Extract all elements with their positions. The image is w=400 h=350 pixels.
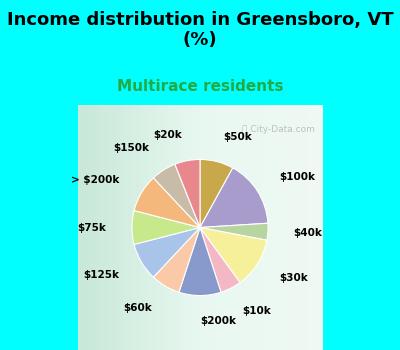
Text: $75k: $75k bbox=[77, 223, 106, 232]
Wedge shape bbox=[200, 228, 240, 292]
Wedge shape bbox=[179, 228, 221, 295]
Text: $50k: $50k bbox=[223, 132, 252, 141]
Wedge shape bbox=[154, 164, 200, 228]
Text: Multirace residents: Multirace residents bbox=[117, 79, 283, 94]
Text: > $200k: > $200k bbox=[71, 175, 119, 185]
Text: $125k: $125k bbox=[83, 270, 119, 280]
Text: $200k: $200k bbox=[200, 316, 236, 327]
Wedge shape bbox=[132, 211, 200, 244]
Wedge shape bbox=[134, 178, 200, 228]
Text: $10k: $10k bbox=[243, 306, 271, 316]
Text: $150k: $150k bbox=[114, 143, 150, 153]
Text: $30k: $30k bbox=[279, 273, 308, 283]
Text: $60k: $60k bbox=[124, 303, 152, 313]
Wedge shape bbox=[200, 160, 233, 228]
Text: $100k: $100k bbox=[279, 172, 315, 182]
Text: ⓘ City-Data.com: ⓘ City-Data.com bbox=[242, 125, 315, 134]
Text: $40k: $40k bbox=[294, 229, 323, 238]
Wedge shape bbox=[200, 168, 268, 228]
Wedge shape bbox=[200, 223, 268, 240]
Wedge shape bbox=[154, 228, 200, 292]
Text: $20k: $20k bbox=[154, 130, 182, 140]
Wedge shape bbox=[134, 228, 200, 277]
Wedge shape bbox=[200, 228, 267, 282]
Text: Income distribution in Greensboro, VT
(%): Income distribution in Greensboro, VT (%… bbox=[7, 10, 393, 49]
Wedge shape bbox=[175, 160, 200, 228]
